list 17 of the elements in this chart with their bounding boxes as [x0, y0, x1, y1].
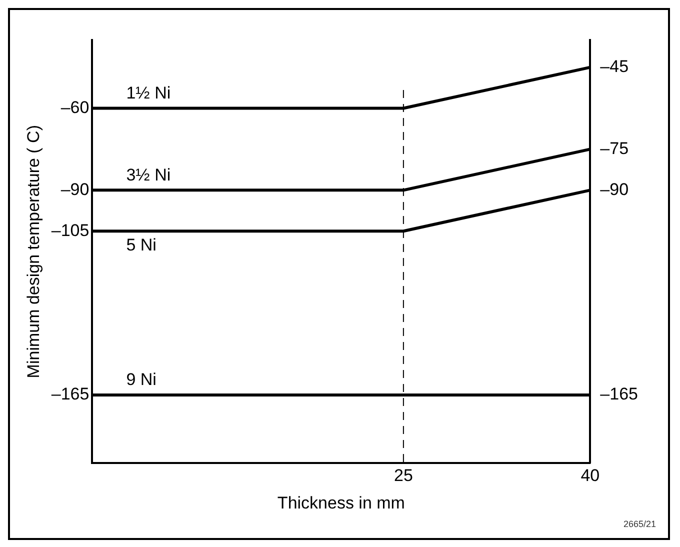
- y2-tick-label: –45: [600, 56, 629, 76]
- y-tick-label: –90: [60, 180, 90, 199]
- series-label: 5 Ni: [126, 235, 156, 254]
- y2-tick-label: –165: [600, 384, 638, 404]
- y-tick-label: –105: [51, 220, 90, 240]
- y2-tick-label: –90: [600, 180, 629, 199]
- y-tick-label: –60: [60, 98, 90, 117]
- x-axis-title: Thickness in mm: [277, 493, 405, 512]
- series-label: 3½ Ni: [126, 165, 171, 184]
- series-label: 9 Ni: [126, 370, 156, 390]
- y2-tick-label: –75: [600, 138, 629, 158]
- series-label: 1½ Ni: [126, 83, 171, 102]
- text: 2665/21: [623, 519, 656, 529]
- x-tick-label: 40: [580, 466, 600, 486]
- y-tick-label: –165: [51, 384, 90, 404]
- y-axis-title: Minimum design temperature ( C): [24, 125, 43, 378]
- x-tick-label: 25: [394, 466, 413, 486]
